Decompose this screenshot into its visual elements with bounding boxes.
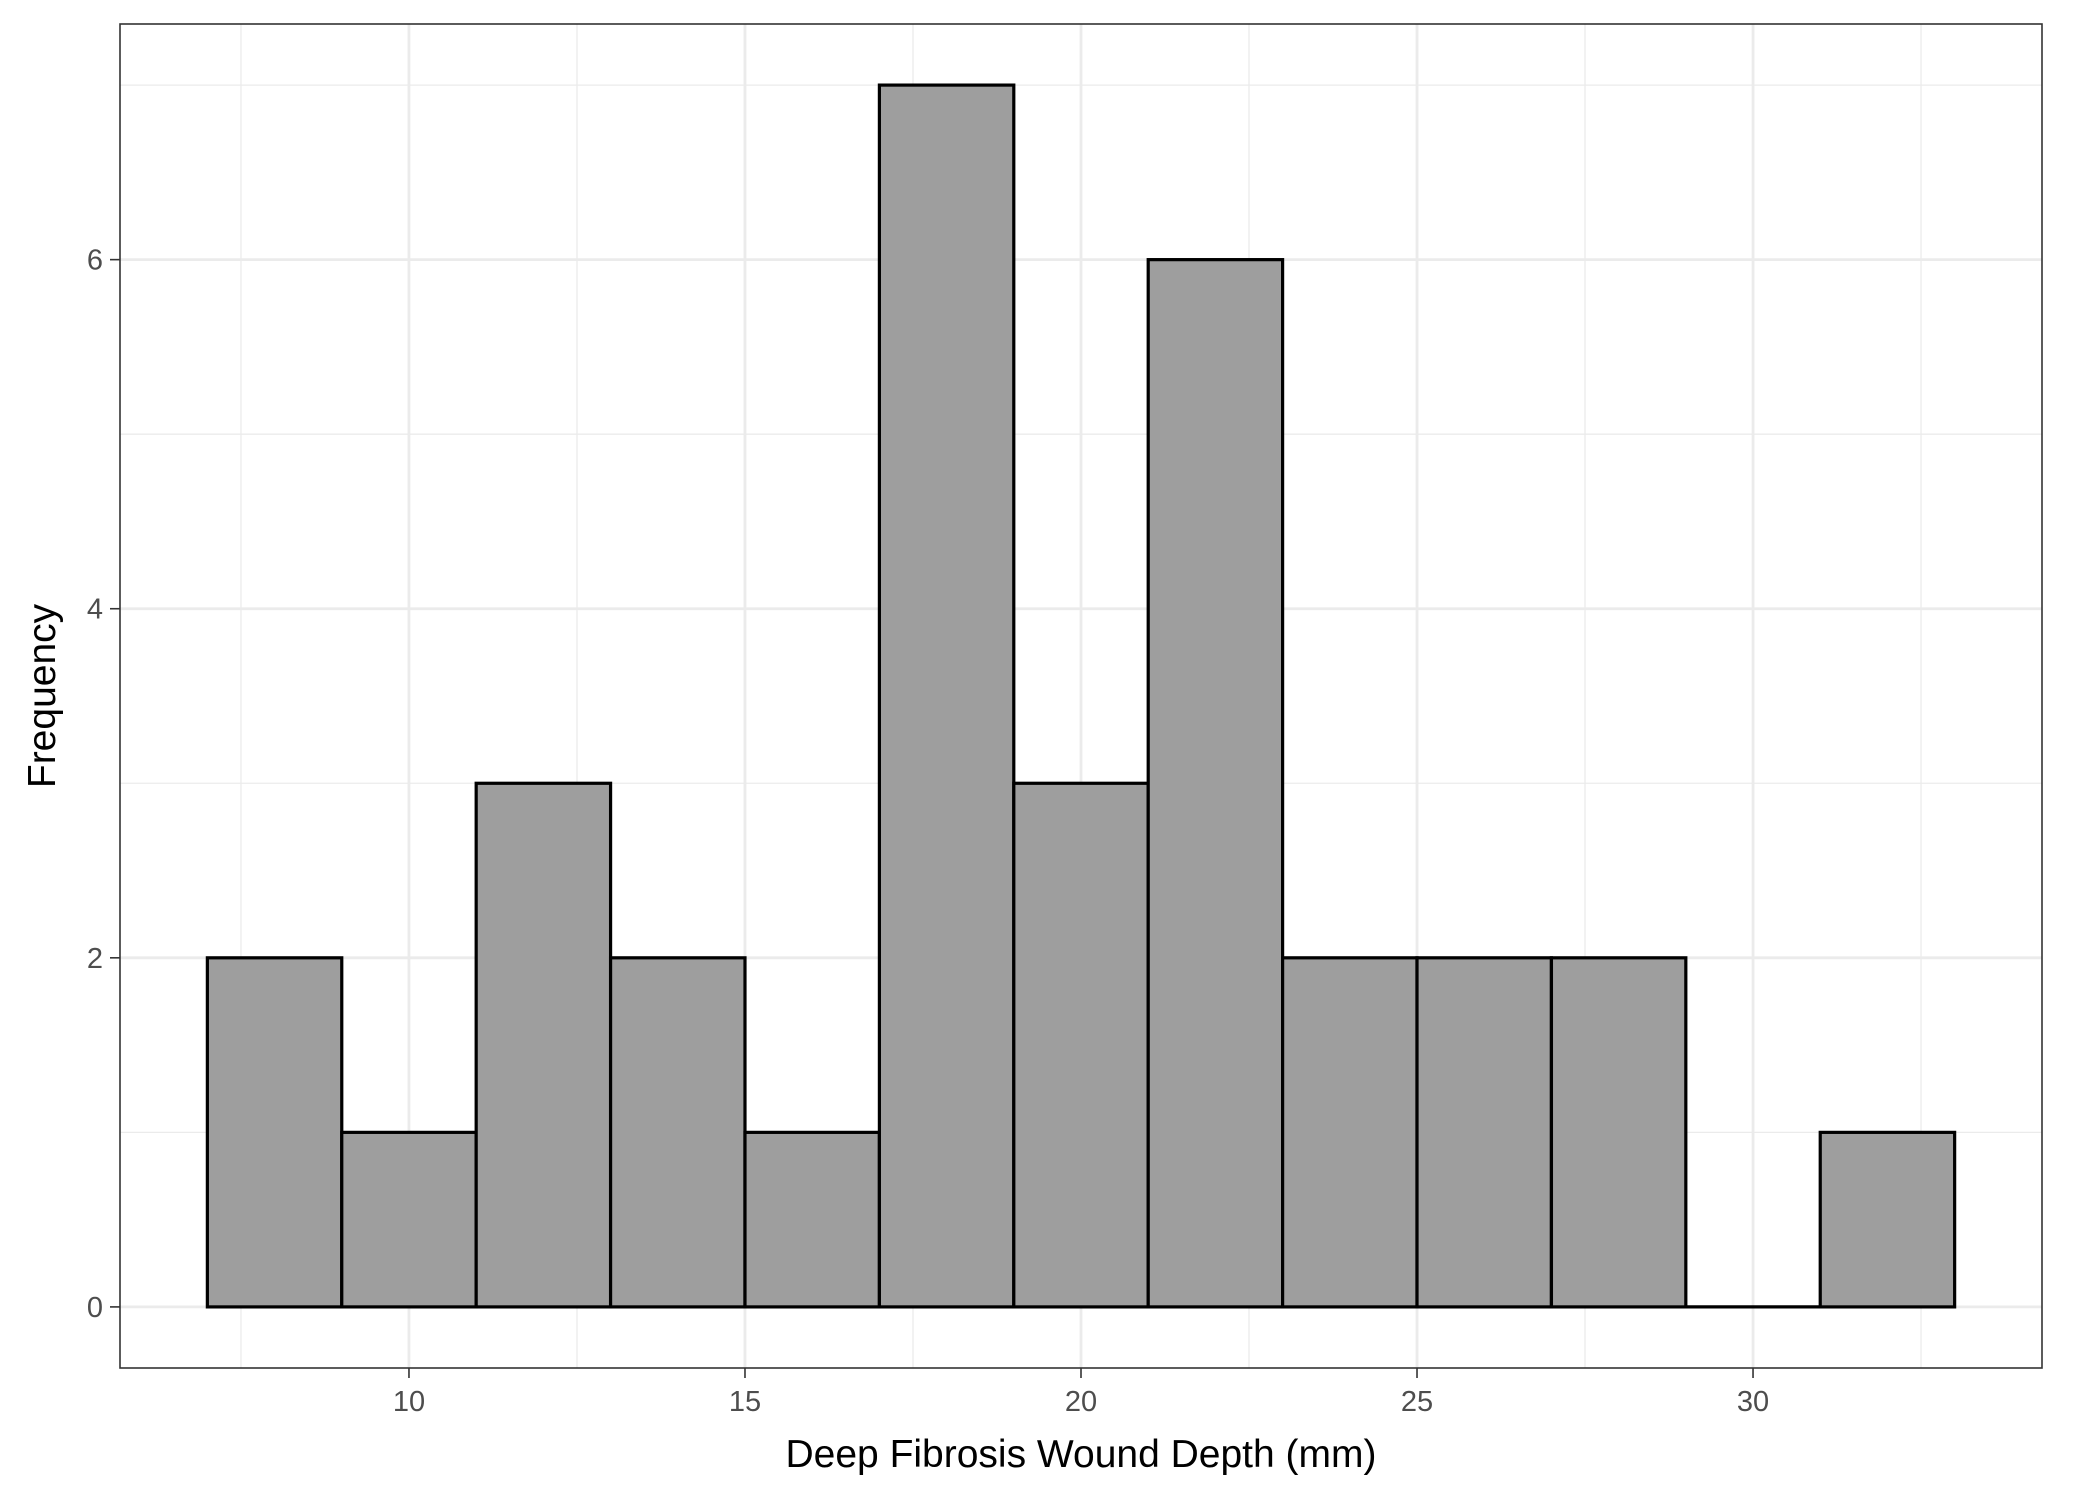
x-tick-label: 25 — [1401, 1386, 1433, 1418]
y-tick-label: 4 — [87, 594, 103, 626]
histogram-bar — [877, 83, 1016, 1309]
x-tick-label: 10 — [393, 1386, 425, 1418]
histogram-bar — [608, 956, 747, 1309]
histogram-bar — [1281, 956, 1419, 1309]
histogram-bar — [474, 781, 613, 1309]
x-tick-label: 15 — [729, 1386, 761, 1418]
x-tick-label: 30 — [1737, 1386, 1769, 1418]
histogram-bar — [1415, 956, 1554, 1309]
y-axis-title: Frequency — [21, 603, 64, 788]
histogram-bars — [205, 83, 1957, 1309]
x-tick-label: 20 — [1065, 1386, 1097, 1418]
histogram-bar — [1818, 1130, 1957, 1309]
y-axis-ticks: 0 2 4 6 — [87, 245, 120, 1324]
x-axis-title: Deep Fibrosis Wound Depth (mm) — [786, 1433, 1377, 1476]
histogram-bar — [1146, 258, 1285, 1309]
histogram-bar — [1549, 956, 1688, 1309]
y-tick-label: 0 — [87, 1292, 103, 1324]
histogram-bar — [743, 1130, 881, 1309]
histogram-bar — [205, 956, 344, 1309]
histogram-bar — [340, 1130, 478, 1309]
y-tick-label: 2 — [87, 943, 103, 975]
x-axis-ticks: 10 15 20 25 30 — [393, 1368, 1769, 1418]
y-tick-label: 6 — [87, 245, 103, 277]
histogram-bar — [1012, 781, 1150, 1309]
